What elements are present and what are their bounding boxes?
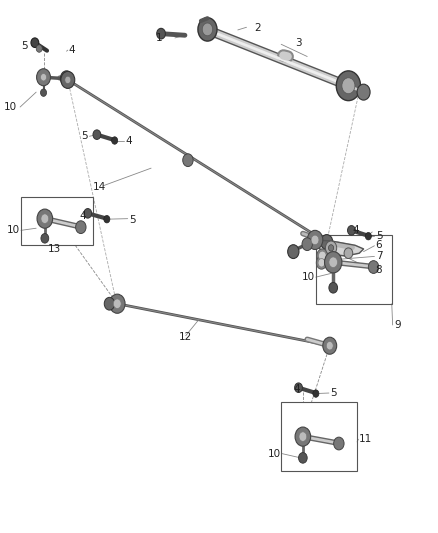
Polygon shape	[315, 240, 364, 256]
Circle shape	[347, 225, 355, 235]
Circle shape	[198, 18, 217, 41]
Text: 1: 1	[155, 33, 162, 43]
Circle shape	[295, 383, 302, 392]
Circle shape	[60, 71, 73, 86]
Text: 2: 2	[254, 23, 261, 34]
Text: 4: 4	[125, 135, 132, 146]
Text: 5: 5	[376, 231, 382, 241]
Circle shape	[37, 209, 53, 228]
Bar	[281, 402, 357, 471]
Text: 5: 5	[330, 388, 336, 398]
Circle shape	[288, 245, 299, 259]
Circle shape	[342, 78, 355, 94]
Circle shape	[302, 238, 312, 251]
Text: 6: 6	[376, 240, 382, 250]
Circle shape	[110, 294, 125, 313]
Circle shape	[344, 248, 353, 259]
Circle shape	[326, 342, 333, 350]
Circle shape	[93, 130, 101, 140]
Text: 9: 9	[394, 320, 401, 330]
Circle shape	[316, 256, 327, 269]
Circle shape	[323, 337, 337, 354]
Circle shape	[313, 390, 319, 397]
Text: 14: 14	[92, 182, 106, 192]
Circle shape	[328, 245, 334, 251]
Circle shape	[37, 69, 50, 86]
Circle shape	[84, 208, 92, 218]
Bar	[21, 197, 92, 245]
Circle shape	[113, 299, 121, 309]
Text: 8: 8	[376, 265, 382, 275]
Circle shape	[317, 249, 328, 263]
Text: 4: 4	[353, 225, 359, 236]
Circle shape	[325, 252, 342, 273]
Text: 4: 4	[293, 384, 300, 394]
Circle shape	[104, 215, 110, 223]
Circle shape	[365, 232, 371, 240]
Circle shape	[157, 28, 166, 39]
Text: 4: 4	[80, 211, 86, 221]
Circle shape	[299, 432, 307, 441]
Text: 10: 10	[4, 102, 17, 112]
Bar	[316, 235, 392, 304]
Circle shape	[36, 45, 42, 52]
Text: 13: 13	[48, 245, 61, 254]
Text: 5: 5	[21, 41, 28, 51]
Text: 10: 10	[7, 225, 20, 236]
Circle shape	[295, 427, 311, 446]
FancyArrowPatch shape	[323, 241, 352, 247]
Circle shape	[321, 235, 333, 249]
Text: 10: 10	[302, 272, 315, 282]
Circle shape	[318, 251, 326, 261]
Circle shape	[357, 84, 370, 100]
Circle shape	[104, 297, 115, 310]
Text: 12: 12	[179, 332, 192, 342]
Circle shape	[368, 261, 379, 273]
Text: 7: 7	[376, 251, 382, 261]
Circle shape	[325, 241, 337, 255]
Circle shape	[61, 71, 75, 88]
Circle shape	[311, 235, 319, 245]
Circle shape	[76, 221, 86, 233]
Circle shape	[41, 233, 49, 243]
Circle shape	[202, 23, 213, 36]
Circle shape	[112, 137, 118, 144]
Text: 5: 5	[81, 131, 88, 141]
Circle shape	[329, 282, 338, 293]
Circle shape	[40, 89, 46, 96]
Text: 3: 3	[295, 38, 302, 48]
Circle shape	[318, 259, 325, 267]
Circle shape	[40, 74, 46, 81]
Circle shape	[65, 76, 71, 84]
Text: 4: 4	[69, 45, 75, 54]
Circle shape	[307, 230, 323, 249]
Circle shape	[334, 437, 344, 450]
Circle shape	[183, 154, 193, 166]
Text: 11: 11	[359, 434, 372, 445]
Text: 10: 10	[268, 449, 281, 458]
Circle shape	[31, 38, 39, 47]
Circle shape	[336, 71, 360, 101]
Circle shape	[41, 214, 49, 223]
Text: 5: 5	[129, 215, 136, 225]
Circle shape	[329, 257, 338, 268]
Circle shape	[299, 453, 307, 463]
